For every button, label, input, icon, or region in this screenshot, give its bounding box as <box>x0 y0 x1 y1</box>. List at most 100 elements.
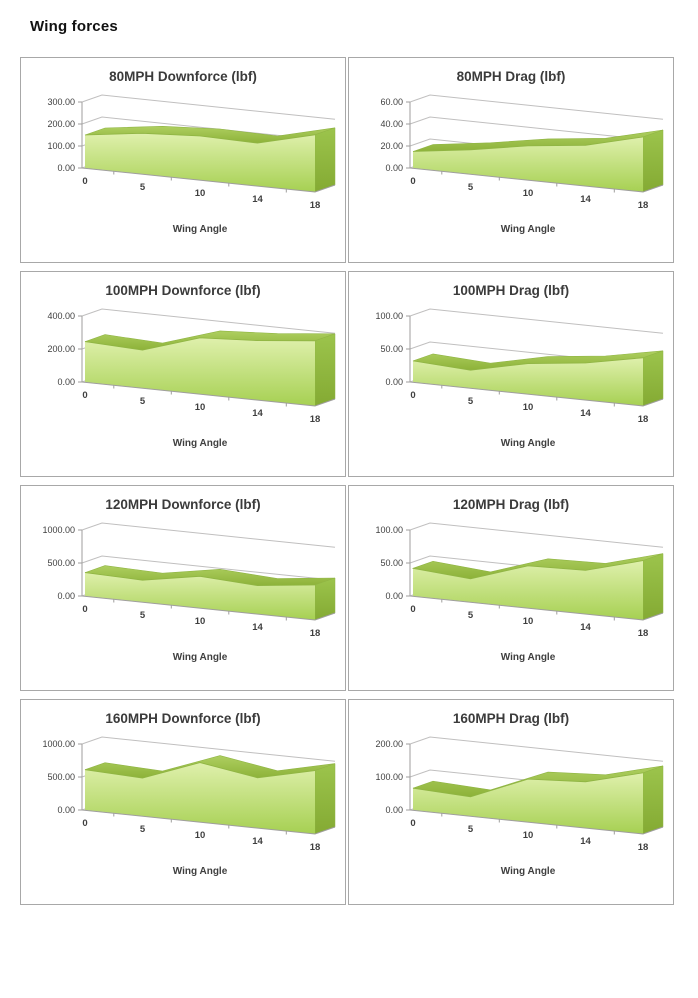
x-tick-label: 5 <box>468 610 474 621</box>
gridline <box>409 736 664 762</box>
x-tick-label: 10 <box>195 402 206 413</box>
y-tick-label: 0.00 <box>57 163 75 173</box>
chart-title: 100MPH Drag (lbf) <box>452 283 570 298</box>
x-tick-label: 10 <box>523 402 534 413</box>
x-tick-label: 14 <box>580 622 591 633</box>
x-tick-label: 14 <box>252 408 263 419</box>
x-tick-label: 10 <box>523 830 534 841</box>
area-series-edge <box>412 357 644 371</box>
x-axis-title: Wing Angle <box>501 438 556 449</box>
gridline <box>81 736 336 762</box>
gridline <box>409 522 664 548</box>
chart-title: 80MPH Drag (lbf) <box>456 69 566 84</box>
x-tick-label: 0 <box>410 818 415 829</box>
x-tick-label: 10 <box>195 616 206 627</box>
y-tick-label: 50.00 <box>380 558 403 568</box>
x-tick-label: 14 <box>252 836 263 847</box>
gridline <box>81 94 336 120</box>
x-tick-label: 5 <box>140 824 146 835</box>
x-axis <box>81 595 336 621</box>
area-chart-3d: 0.00 50.00 100.00 0 5 10 14 18 Wing Angle <box>375 308 664 449</box>
area-series-side <box>314 127 336 193</box>
area-chart-3d: 0.00 50.00 100.00 0 5 10 14 18 Wing Angle <box>375 522 664 663</box>
area-chart-3d: 0.00 500.00 1000.00 0 5 10 14 18 Wing Angle <box>42 522 336 663</box>
y-tick-label: 1000.00 <box>42 525 75 535</box>
area-series-front <box>85 337 315 406</box>
x-tick-label: 0 <box>410 604 415 615</box>
area-series-side <box>642 765 664 835</box>
gridline <box>81 555 336 581</box>
y-tick-label: 100.00 <box>47 141 75 151</box>
chart-panel-160mph-downforce-lbf[interactable]: 160MPH Downforce (lbf) 0.00 500.00 1000.00… <box>20 699 346 905</box>
x-tick-label: 0 <box>82 176 87 187</box>
x-tick-label: 14 <box>580 836 591 847</box>
chart-title: 100MPH Downforce (lbf) <box>105 283 261 298</box>
x-axis <box>409 595 664 621</box>
x-tick-label: 18 <box>310 842 321 853</box>
y-tick-label: 0.00 <box>57 805 75 815</box>
chart-title: 80MPH Downforce (lbf) <box>109 69 257 84</box>
x-tick-label: 18 <box>638 842 649 853</box>
area-series-edge <box>84 337 316 351</box>
chart-title: 160MPH Downforce (lbf) <box>105 711 261 726</box>
gridline <box>81 522 336 548</box>
area-series-edge <box>84 132 316 144</box>
x-tick-label: 14 <box>580 408 591 419</box>
gridline <box>81 308 336 334</box>
x-tick-label: 0 <box>82 818 87 829</box>
y-tick-label: 0.00 <box>385 805 403 815</box>
y-tick-label: 500.00 <box>47 558 75 568</box>
area-chart-3d: 0.00 100.00 200.00 0 5 10 14 18 Wing Angle <box>375 736 664 877</box>
y-tick-label: 0.00 <box>385 591 403 601</box>
y-tick-label: 200.00 <box>375 739 403 749</box>
chart-panel-80mph-downforce-lbf[interactable]: 80MPH Downforce (lbf) 0.00 100.00 200.00 30… <box>20 57 346 263</box>
chart-panel-100mph-downforce-lbf[interactable]: 100MPH Downforce (lbf) 0.00 200.00 400.00 0… <box>20 271 346 477</box>
x-axis <box>81 381 336 407</box>
chart-panel-120mph-drag-lbf[interactable]: 120MPH Drag (lbf) 0.00 50.00 100.00 0 5 10 14 1… <box>348 485 674 691</box>
x-tick-label: 10 <box>523 188 534 199</box>
x-tick-label: 18 <box>310 200 321 211</box>
x-axis-title: Wing Angle <box>173 438 228 449</box>
x-tick-label: 18 <box>638 414 649 425</box>
x-axis-title: Wing Angle <box>173 866 228 877</box>
chart-title: 160MPH Drag (lbf) <box>452 711 570 726</box>
chart-panel-80mph-drag-lbf[interactable]: 80MPH Drag (lbf) 0.00 20.00 40.00 60.00 0 5 10… <box>348 57 674 263</box>
area-series-front <box>85 572 315 620</box>
x-tick-label: 10 <box>523 616 534 627</box>
y-tick-label: 50.00 <box>380 344 403 354</box>
x-tick-label: 0 <box>82 390 87 401</box>
chart-panel-100mph-drag-lbf[interactable]: 100MPH Drag (lbf) 0.00 50.00 100.00 0 5 10 14 1… <box>348 271 674 477</box>
gridline <box>409 94 664 120</box>
x-tick-label: 5 <box>140 396 146 407</box>
y-tick-label: 40.00 <box>380 119 403 129</box>
y-tick-label: 20.00 <box>380 141 403 151</box>
chart-title: 120MPH Downforce (lbf) <box>105 497 261 512</box>
area-series-edge <box>84 762 316 779</box>
x-axis-title: Wing Angle <box>501 224 556 235</box>
area-chart-3d: 0.00 100.00 200.00 300.00 0 5 10 14 18 Wing Angle <box>47 94 336 235</box>
x-tick-label: 18 <box>638 628 649 639</box>
area-series-front <box>413 357 643 406</box>
x-tick-label: 18 <box>310 628 321 639</box>
x-tick-label: 5 <box>468 182 474 193</box>
area-series-side <box>642 350 664 407</box>
x-tick-label: 10 <box>195 188 206 199</box>
area-series-side <box>314 333 336 407</box>
x-axis-title: Wing Angle <box>501 652 556 663</box>
x-tick-label: 5 <box>140 182 146 193</box>
y-tick-label: 200.00 <box>47 344 75 354</box>
page-title: Wing forces <box>30 18 118 35</box>
gridline <box>409 116 664 142</box>
area-series-front <box>85 762 315 834</box>
area-chart-3d: 0.00 500.00 1000.00 0 5 10 14 18 Wing Angle <box>42 736 336 877</box>
chart-panel-120mph-downforce-lbf[interactable]: 120MPH Downforce (lbf) 0.00 500.00 1000.00… <box>20 485 346 691</box>
x-tick-label: 0 <box>410 176 415 187</box>
chart-panel-160mph-drag-lbf[interactable]: 160MPH Drag (lbf) 0.00 100.00 200.00 0 5 10 14… <box>348 699 674 905</box>
x-axis <box>409 381 664 407</box>
y-tick-label: 1000.00 <box>42 739 75 749</box>
area-series-side <box>314 763 336 835</box>
worksheet-page: Wing forces 80MPH Downforce (lbf) 0.00 10… <box>0 18 698 905</box>
area-chart-3d: 0.00 200.00 400.00 0 5 10 14 18 Wing Angle <box>47 308 336 449</box>
x-tick-label: 5 <box>140 610 146 621</box>
x-tick-label: 0 <box>410 390 415 401</box>
